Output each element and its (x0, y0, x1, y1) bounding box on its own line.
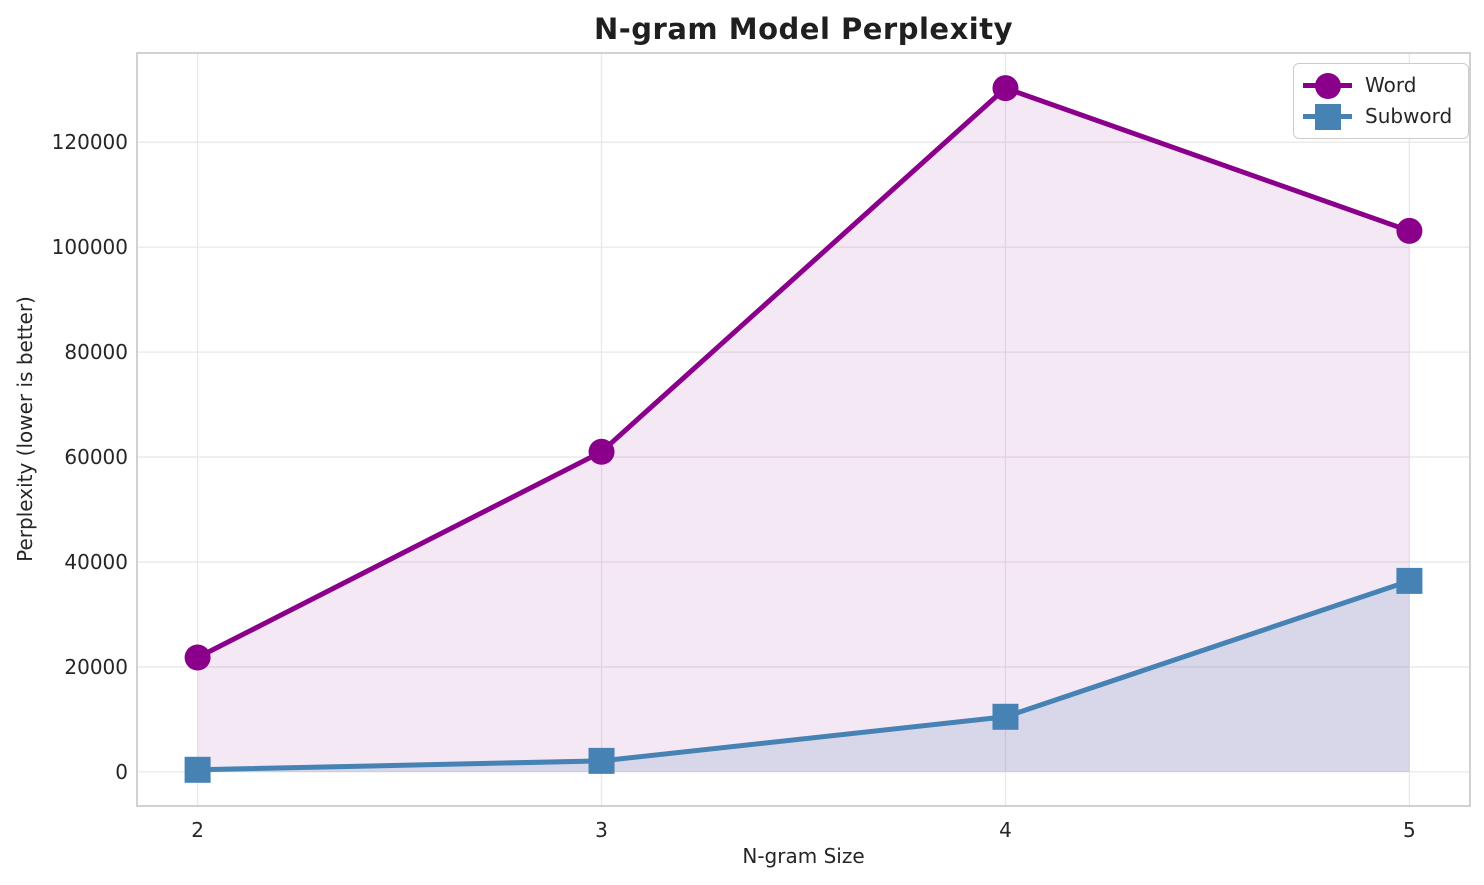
series-fill-word (197, 88, 1410, 772)
legend-item-subword: Subword (1303, 102, 1452, 131)
series-line-word (195, 85, 1412, 660)
data-point-word (588, 438, 615, 465)
x-tick-label: 2 (191, 818, 204, 842)
data-point-subword (588, 747, 615, 774)
y-tick-label: 0 (115, 760, 128, 784)
y-tick-label: 20000 (64, 655, 128, 679)
legend-label: Word (1365, 72, 1417, 97)
x-tick-label: 3 (595, 818, 608, 842)
data-point-subword (1396, 567, 1423, 594)
x-tick-label: 5 (1403, 818, 1416, 842)
data-point-word (1396, 217, 1423, 244)
series-fill-subword (197, 580, 1410, 772)
y-tick-label: 100000 (52, 235, 128, 259)
chart-title: N-gram Model Perplexity (593, 12, 1013, 46)
legend-label: Subword (1365, 103, 1453, 128)
legend: Word Subword (1293, 63, 1470, 139)
x-tick-label: 4 (999, 818, 1012, 842)
legend-marker (1314, 72, 1341, 99)
data-point-word (992, 75, 1019, 102)
data-point-subword (184, 756, 211, 783)
legend-item-word: Word (1303, 71, 1452, 100)
y-tick-label: 60000 (64, 445, 128, 469)
y-tick-label: 40000 (64, 550, 128, 574)
y-tick-label: 80000 (64, 340, 128, 364)
y-tick-label: 120000 (52, 130, 128, 154)
circle-marker-icon (1303, 72, 1352, 99)
x-axis-label: N-gram Size (742, 844, 865, 868)
data-point-subword (992, 703, 1019, 730)
legend-marker (1314, 103, 1341, 130)
series-line-subword (195, 578, 1412, 773)
y-axis-label: Perplexity (lower is better) (13, 296, 37, 562)
square-marker-icon (1303, 103, 1352, 130)
data-point-word (184, 644, 211, 671)
plot-border (136, 52, 1471, 807)
